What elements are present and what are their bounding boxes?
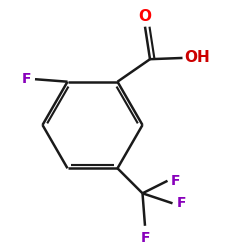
Text: O: O <box>138 9 151 24</box>
Text: F: F <box>176 196 186 210</box>
Text: OH: OH <box>184 50 210 66</box>
Text: F: F <box>171 174 181 188</box>
Text: F: F <box>22 72 31 86</box>
Text: F: F <box>140 231 150 245</box>
